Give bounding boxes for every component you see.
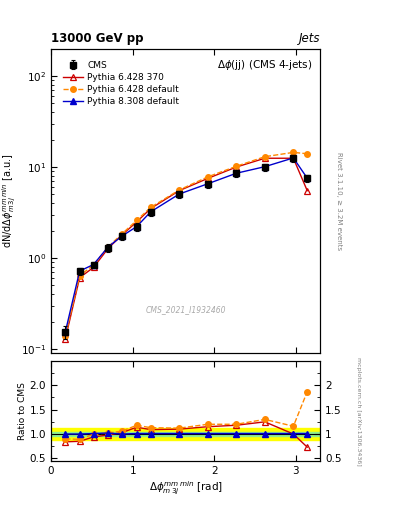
Pythia 6.428 default [263, 154, 267, 160]
Pythia 8.308 default [106, 244, 110, 250]
Pythia 8.308 default [206, 181, 210, 187]
Pythia 6.428 370 [134, 219, 139, 225]
Y-axis label: mcplots.cern.ch [arXiv:1306.3436]: mcplots.cern.ch [arXiv:1306.3436] [356, 356, 361, 465]
Pythia 8.308 default [63, 329, 68, 335]
Pythia 6.428 370 [77, 274, 82, 281]
Pythia 6.428 default [120, 231, 125, 237]
X-axis label: $\Delta\phi^{mm\,min}_{m\,3j}$ [rad]: $\Delta\phi^{mm\,min}_{m\,3j}$ [rad] [149, 480, 222, 497]
Y-axis label: Rivet 3.1.10, ≥ 3.2M events: Rivet 3.1.10, ≥ 3.2M events [336, 152, 342, 250]
Text: Jets: Jets [299, 32, 320, 45]
Pythia 8.308 default [91, 262, 96, 268]
Text: CMS_2021_I1932460: CMS_2021_I1932460 [145, 305, 226, 314]
Line: Pythia 6.428 370: Pythia 6.428 370 [62, 156, 310, 342]
Pythia 6.428 370 [234, 164, 239, 170]
Pythia 6.428 370 [91, 264, 96, 270]
Pythia 6.428 default [291, 150, 296, 156]
Pythia 8.308 default [291, 155, 296, 161]
Pythia 6.428 default [177, 187, 182, 193]
Pythia 6.428 370 [63, 336, 68, 342]
Pythia 6.428 370 [120, 232, 125, 238]
Pythia 8.308 default [305, 175, 310, 181]
Pythia 6.428 default [234, 163, 239, 169]
Pythia 8.308 default [148, 209, 153, 215]
Pythia 8.308 default [120, 233, 125, 239]
Pythia 6.428 370 [177, 187, 182, 194]
Legend: CMS, Pythia 6.428 370, Pythia 6.428 default, Pythia 8.308 default: CMS, Pythia 6.428 370, Pythia 6.428 defa… [58, 56, 184, 111]
Pythia 6.428 default [63, 333, 68, 339]
Pythia 6.428 370 [148, 205, 153, 211]
Pythia 6.428 370 [263, 155, 267, 161]
Pythia 8.308 default [134, 224, 139, 230]
Y-axis label: dN/d$\Delta\phi^{mm\,min}_{m\,3j}$ [a.u.]: dN/d$\Delta\phi^{mm\,min}_{m\,3j}$ [a.u.… [1, 154, 18, 248]
Text: $\Delta\phi$(jj) (CMS 4-jets): $\Delta\phi$(jj) (CMS 4-jets) [217, 58, 312, 72]
Pythia 6.428 default [305, 151, 310, 157]
Pythia 8.308 default [177, 191, 182, 197]
Pythia 6.428 default [106, 244, 110, 250]
Pythia 6.428 default [206, 174, 210, 180]
Pythia 8.308 default [234, 170, 239, 176]
Pythia 8.308 default [263, 164, 267, 170]
Y-axis label: Ratio to CMS: Ratio to CMS [18, 382, 27, 440]
Line: Pythia 8.308 default: Pythia 8.308 default [62, 155, 310, 334]
Pythia 6.428 370 [106, 245, 110, 251]
Line: Pythia 6.428 default: Pythia 6.428 default [62, 150, 310, 338]
Pythia 6.428 default [91, 262, 96, 268]
Pythia 6.428 370 [206, 176, 210, 182]
Pythia 6.428 370 [291, 155, 296, 161]
Pythia 6.428 default [77, 273, 82, 279]
Pythia 6.428 default [148, 204, 153, 210]
Text: 13000 GeV pp: 13000 GeV pp [51, 32, 143, 45]
Pythia 6.428 370 [305, 187, 310, 194]
Pythia 8.308 default [77, 268, 82, 274]
Pythia 6.428 default [134, 217, 139, 223]
